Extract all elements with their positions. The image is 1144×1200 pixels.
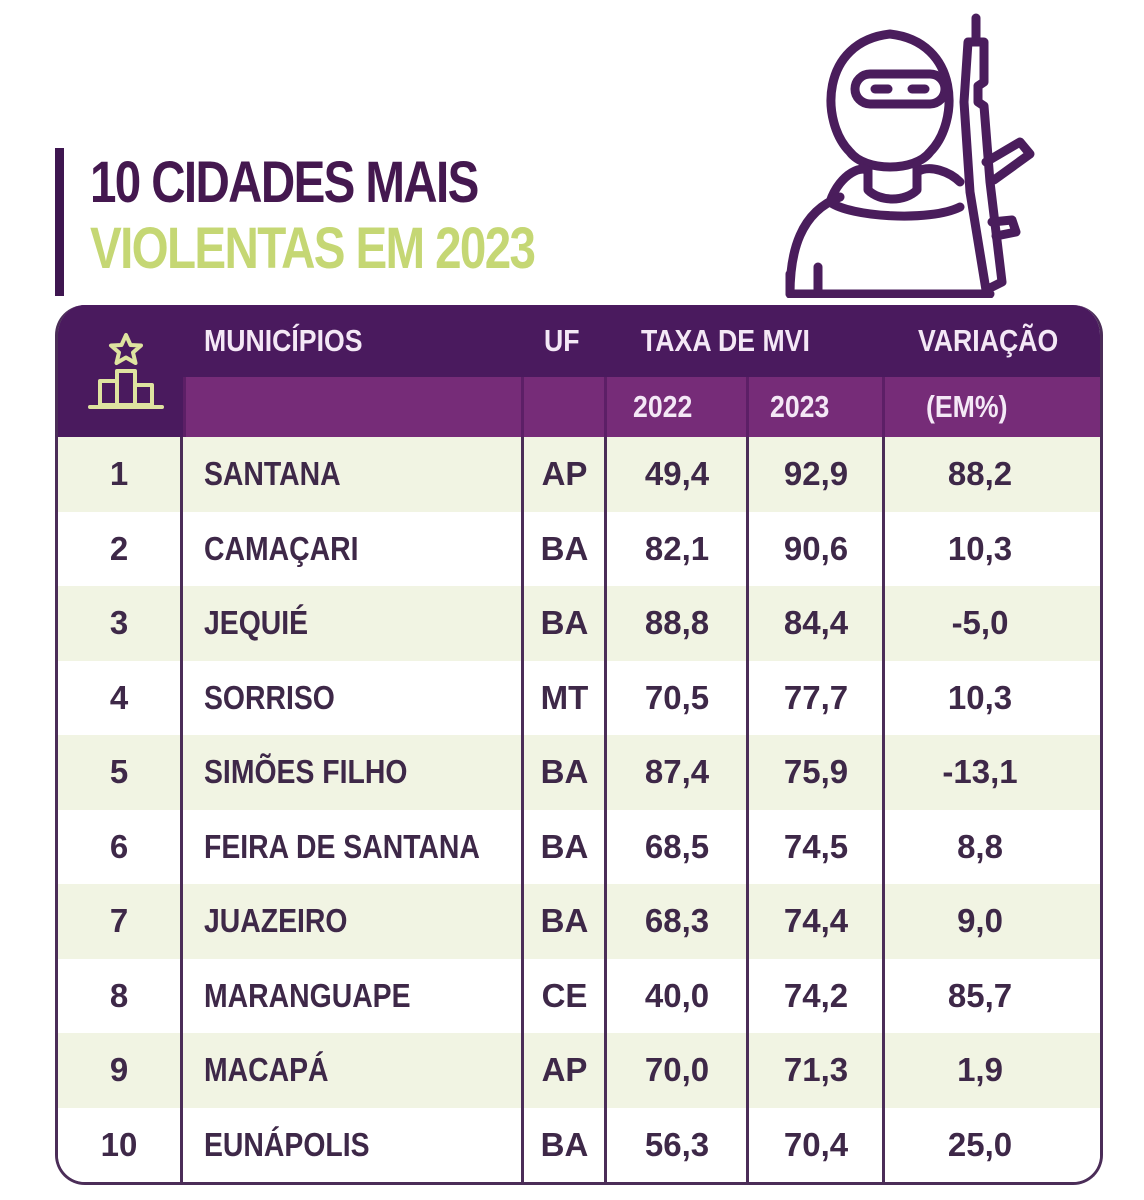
rank-cell: 9 bbox=[109, 1051, 129, 1088]
variacao-cell: 85,7 bbox=[947, 976, 1013, 1014]
taxa-2022-cell: 40,0 bbox=[644, 976, 710, 1014]
variacao-cell: 10,3 bbox=[947, 678, 1013, 716]
column-header-variacao: VARIAÇÃO bbox=[918, 323, 1059, 358]
header-divider bbox=[183, 377, 186, 437]
municipio-cell: SANTANA bbox=[204, 455, 341, 492]
rank-cell: 10 bbox=[100, 1125, 138, 1163]
header-divider bbox=[521, 377, 524, 437]
taxa-2023-cell: 84,4 bbox=[783, 604, 849, 641]
municipio-cell: MACAPÁ bbox=[204, 1051, 329, 1088]
variacao-cell: 88,2 bbox=[947, 455, 1013, 492]
header-divider bbox=[604, 377, 607, 437]
column-divider bbox=[521, 437, 524, 1182]
uf-cell: BA bbox=[540, 753, 589, 790]
column-divider bbox=[882, 437, 885, 1182]
taxa-2022-cell: 68,5 bbox=[644, 827, 710, 865]
taxa-2023-cell: 92,9 bbox=[783, 455, 849, 492]
header-divider bbox=[882, 377, 885, 437]
variacao-cell: -5,0 bbox=[951, 604, 1009, 641]
variacao-cell: 8,8 bbox=[957, 827, 1003, 865]
taxa-2023-cell: 70,4 bbox=[783, 1125, 849, 1163]
taxa-2022-cell: 68,3 bbox=[644, 902, 710, 939]
title-line-2: VIOLENTAS EM 2023 bbox=[90, 216, 536, 281]
rank-cell: 8 bbox=[109, 976, 129, 1014]
table-row: 9 MACAPÁ AP 70,0 71,3 1,9 bbox=[58, 1033, 1100, 1108]
uf-cell: BA bbox=[540, 1125, 589, 1163]
uf-cell: MT bbox=[540, 678, 589, 716]
table-row: 5 SIMÕES FILHO BA 87,4 75,9 -13,1 bbox=[58, 735, 1100, 810]
municipio-cell: SORRISO bbox=[204, 678, 335, 716]
taxa-2023-cell: 74,5 bbox=[783, 827, 849, 865]
municipio-cell: FEIRA DE SANTANA bbox=[204, 827, 480, 865]
uf-cell: BA bbox=[540, 827, 589, 865]
table-row: 8 MARANGUAPE CE 40,0 74,2 85,7 bbox=[58, 958, 1100, 1033]
taxa-2022-cell: 49,4 bbox=[644, 455, 710, 492]
taxa-2023-cell: 77,7 bbox=[783, 678, 849, 716]
variacao-cell: -13,1 bbox=[942, 753, 1018, 790]
uf-cell: AP bbox=[541, 455, 588, 492]
taxa-2023-cell: 90,6 bbox=[783, 529, 849, 567]
rank-header-cell bbox=[58, 305, 185, 437]
uf-cell: BA bbox=[540, 902, 589, 939]
table-body: 1 SANTANA AP 49,4 92,9 88,2 2 CAMAÇARI B… bbox=[58, 437, 1100, 1182]
podium-star-icon bbox=[88, 333, 164, 409]
uf-cell: AP bbox=[541, 1051, 588, 1088]
column-header-variacao-unit: (EM%) bbox=[926, 389, 1008, 424]
uf-cell: BA bbox=[540, 604, 589, 641]
table-row: 1 SANTANA AP 49,4 92,9 88,2 bbox=[58, 437, 1100, 512]
masked-robber-with-rifle-icon bbox=[785, 13, 1035, 298]
municipio-cell: MARANGUAPE bbox=[204, 976, 411, 1014]
column-divider bbox=[604, 437, 607, 1182]
rank-cell: 4 bbox=[109, 678, 129, 716]
taxa-2022-cell: 87,4 bbox=[644, 753, 710, 790]
column-header-municipios: MUNICÍPIOS bbox=[204, 323, 363, 358]
variacao-cell: 9,0 bbox=[957, 902, 1003, 939]
table-row: 7 JUAZEIRO BA 68,3 74,4 9,0 bbox=[58, 884, 1100, 959]
rank-cell: 7 bbox=[109, 902, 129, 939]
uf-cell: BA bbox=[540, 529, 589, 567]
taxa-2022-cell: 82,1 bbox=[644, 529, 710, 567]
table-row: 3 JEQUIÉ BA 88,8 84,4 -5,0 bbox=[58, 586, 1100, 661]
taxa-2023-cell: 74,4 bbox=[783, 902, 849, 939]
variacao-cell: 25,0 bbox=[947, 1125, 1013, 1163]
column-divider bbox=[746, 437, 749, 1182]
taxa-2022-cell: 88,8 bbox=[644, 604, 710, 641]
column-header-2023: 2023 bbox=[770, 389, 830, 424]
taxa-2022-cell: 70,5 bbox=[644, 678, 710, 716]
rank-cell: 6 bbox=[109, 827, 129, 865]
municipio-cell: JEQUIÉ bbox=[204, 604, 309, 641]
column-divider bbox=[180, 437, 183, 1182]
municipio-cell: CAMAÇARI bbox=[204, 529, 359, 567]
title-accent-bar bbox=[55, 148, 64, 296]
table-row: 4 SORRISO MT 70,5 77,7 10,3 bbox=[58, 660, 1100, 735]
municipio-cell: EUNÁPOLIS bbox=[204, 1125, 370, 1163]
taxa-2022-cell: 56,3 bbox=[644, 1125, 710, 1163]
rank-cell: 5 bbox=[109, 753, 129, 790]
uf-cell: CE bbox=[541, 976, 588, 1014]
column-header-taxa-mvi: TAXA DE MVI bbox=[641, 323, 810, 358]
page-title: 10 CIDADES MAIS VIOLENTAS EM 2023 bbox=[90, 150, 536, 282]
table-row: 6 FEIRA DE SANTANA BA 68,5 74,5 8,8 bbox=[58, 809, 1100, 884]
table-row: 2 CAMAÇARI BA 82,1 90,6 10,3 bbox=[58, 511, 1100, 586]
variacao-cell: 10,3 bbox=[947, 529, 1013, 567]
rank-cell: 2 bbox=[109, 529, 129, 567]
table-header-bottom bbox=[185, 377, 1100, 437]
taxa-2023-cell: 71,3 bbox=[783, 1051, 849, 1088]
rank-cell: 1 bbox=[109, 455, 129, 492]
rank-cell: 3 bbox=[109, 604, 129, 641]
ranking-table: MUNICÍPIOS UF TAXA DE MVI VARIAÇÃO 2022 … bbox=[55, 305, 1103, 1185]
header-divider bbox=[746, 377, 749, 437]
taxa-2023-cell: 75,9 bbox=[783, 753, 849, 790]
column-header-uf: UF bbox=[544, 323, 580, 358]
column-header-2022: 2022 bbox=[633, 389, 693, 424]
taxa-2023-cell: 74,2 bbox=[783, 976, 849, 1014]
municipio-cell: JUAZEIRO bbox=[204, 902, 348, 939]
table-header-top bbox=[58, 305, 1100, 377]
municipio-cell: SIMÕES FILHO bbox=[204, 753, 408, 790]
variacao-cell: 1,9 bbox=[957, 1051, 1003, 1088]
table-row: 10 EUNÁPOLIS BA 56,3 70,4 25,0 bbox=[58, 1107, 1100, 1182]
taxa-2022-cell: 70,0 bbox=[644, 1051, 710, 1088]
title-line-1: 10 CIDADES MAIS bbox=[90, 150, 479, 215]
